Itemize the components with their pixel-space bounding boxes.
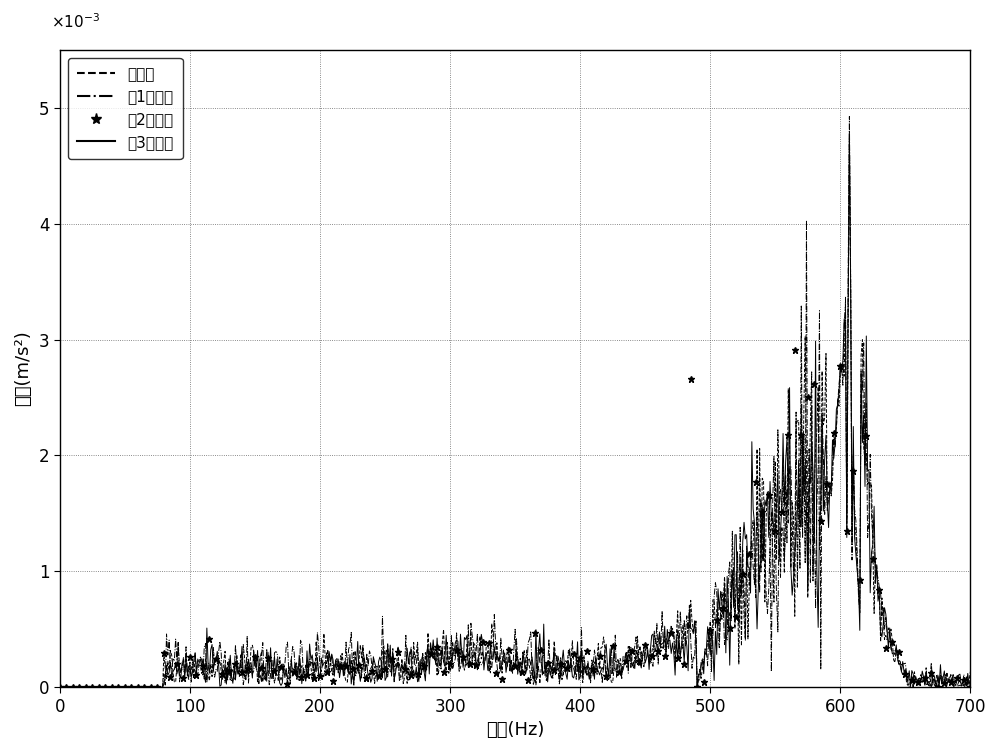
第3次吸芯 [843,127,855,136]
第1次吸芯 [202,659,214,668]
第3次吸芯 [202,661,214,670]
第1次吸芯 [192,672,204,681]
吸芯前 [833,401,845,410]
吸芯前 [786,498,798,508]
吸芯前 [54,683,66,692]
第2次吸芯 [834,361,846,370]
第1次吸芯 [843,112,855,121]
吸芯前 [720,599,732,608]
第2次吸芯 [54,683,66,692]
第3次吸芯 [192,654,204,663]
第3次吸芯 [720,648,732,657]
Line: 第2次吸芯: 第2次吸芯 [57,347,973,691]
第1次吸芯 [720,631,732,640]
吸芯前 [427,654,439,663]
Text: $\times 10^{-3}$: $\times 10^{-3}$ [51,12,100,31]
吸芯前 [964,667,976,676]
第2次吸芯 [60,683,72,692]
Y-axis label: 幅値(m/s²): 幅値(m/s²) [14,331,32,407]
第1次吸芯 [833,380,845,389]
第3次吸芯 [833,388,845,397]
X-axis label: 频率(Hz): 频率(Hz) [486,721,544,739]
第2次吸芯 [925,669,937,678]
第2次吸芯 [789,346,801,355]
第3次吸芯 [427,636,439,645]
吸芯前 [202,671,214,680]
第3次吸芯 [964,675,976,684]
第3次吸芯 [786,590,798,599]
Legend: 吸芯前, 第1次吸芯, 第2次吸芯, 第3次吸芯: 吸芯前, 第1次吸芯, 第2次吸芯, 第3次吸芯 [68,58,183,159]
Line: 第1次吸芯: 第1次吸芯 [60,117,970,687]
Line: 吸芯前: 吸芯前 [60,139,970,687]
第2次吸芯 [854,575,866,584]
第2次吸芯 [106,683,118,692]
第2次吸芯 [964,682,976,691]
第1次吸芯 [427,642,439,651]
第1次吸芯 [786,517,798,526]
吸芯前 [192,659,204,668]
第1次吸芯 [54,683,66,692]
第1次吸芯 [964,680,976,689]
第3次吸芯 [54,683,66,692]
第2次吸芯 [353,660,365,669]
Line: 第3次吸芯: 第3次吸芯 [60,132,970,687]
吸芯前 [843,134,855,143]
